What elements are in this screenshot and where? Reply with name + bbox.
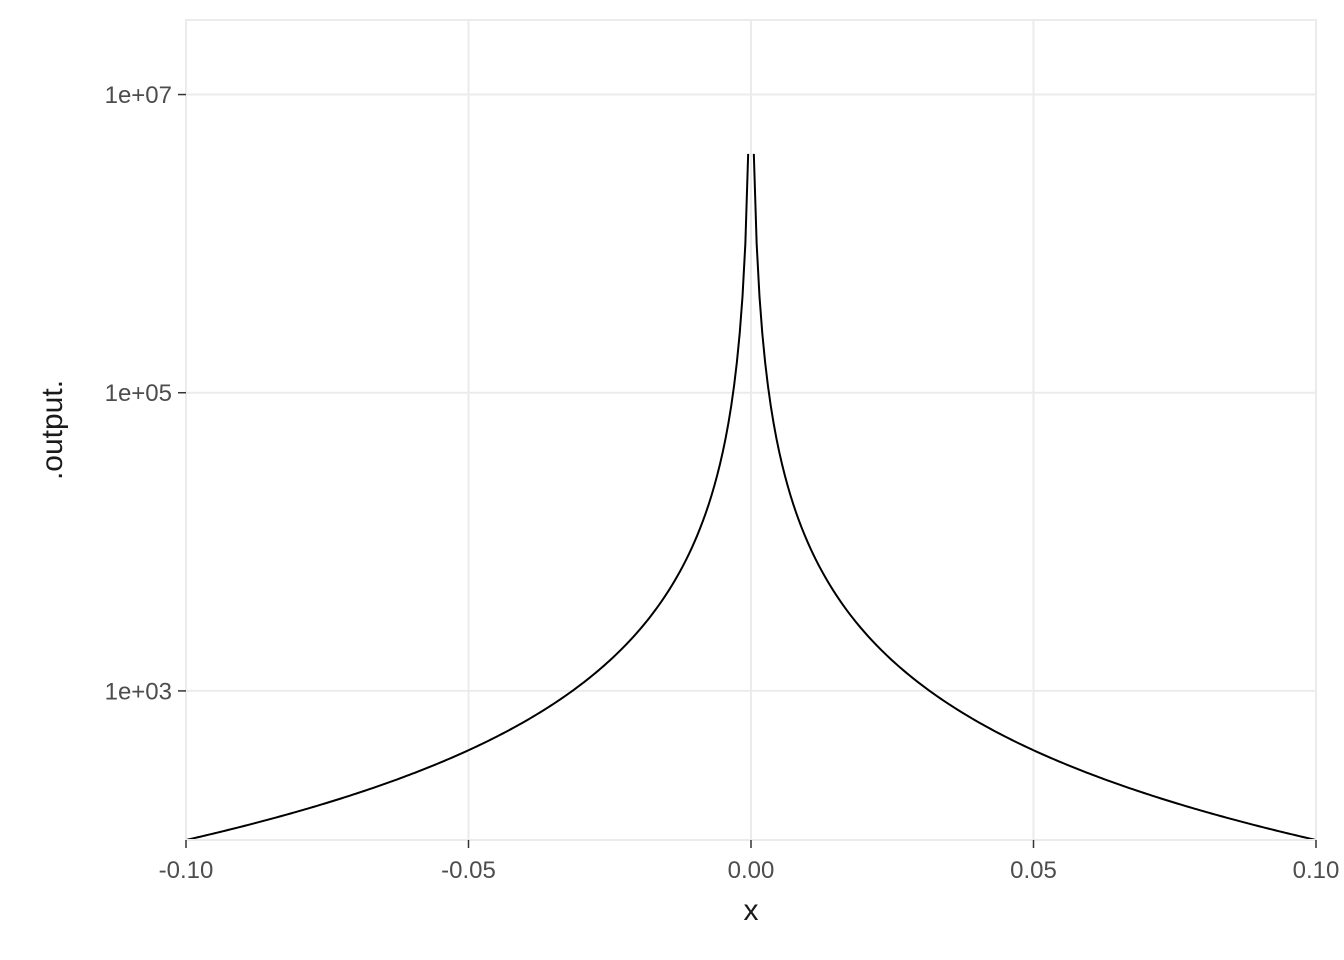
x-tick-label: 0.10 bbox=[1293, 857, 1340, 884]
y-tick-label: 1e+03 bbox=[105, 678, 172, 705]
y-axis-title: .output. bbox=[36, 380, 69, 480]
line-chart: -0.10 -0.05 0.00 0.05 0.10 1e+03 1e+05 1e+07 x .o… bbox=[0, 0, 1344, 960]
x-axis-title: x bbox=[744, 894, 759, 927]
x-tick-label: -0.10 bbox=[159, 857, 214, 884]
x-tick-label: 0.05 bbox=[1010, 857, 1057, 884]
y-tick-label: 1e+05 bbox=[105, 380, 172, 407]
y-tick-label: 1e+07 bbox=[105, 82, 172, 109]
x-tick-label: 0.00 bbox=[728, 857, 775, 884]
x-tick-label: -0.05 bbox=[441, 857, 496, 884]
